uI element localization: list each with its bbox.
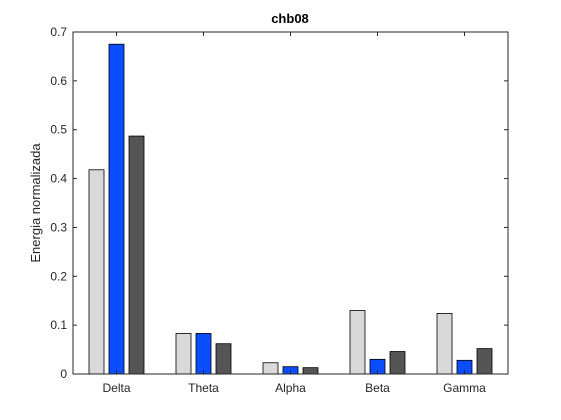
x-tick-label: Beta bbox=[365, 381, 390, 395]
x-tick-label: Theta bbox=[188, 381, 219, 395]
y-tick-label: 0.7 bbox=[50, 25, 67, 39]
bar-theta-series-2 bbox=[195, 333, 212, 375]
ticks-group: Delta Theta Alpha Beta Gamma 0 0.1 0.2 0.3 0.4 0.5… bbox=[50, 25, 508, 395]
x-tick-label: Alpha bbox=[275, 381, 306, 395]
y-tick-label: 0.4 bbox=[50, 172, 67, 186]
bar-beta-series-3 bbox=[389, 351, 406, 375]
x-tick-label: Gamma bbox=[443, 381, 486, 395]
y-tick-label: 0.6 bbox=[50, 74, 67, 88]
chart-title: chb08 bbox=[271, 11, 309, 26]
bar-alpha-series-1 bbox=[262, 362, 279, 375]
plot-border bbox=[72, 31, 509, 375]
bar-delta-series-2 bbox=[108, 43, 125, 375]
bar-gamma-series-3 bbox=[476, 348, 493, 375]
y-tick-label: 0.3 bbox=[50, 220, 67, 234]
y-tick-label: 0.1 bbox=[50, 318, 67, 332]
y-tick-label: 0.2 bbox=[50, 269, 67, 283]
bar-theta-series-1 bbox=[175, 333, 192, 375]
bar-gamma-series-1 bbox=[436, 313, 453, 375]
plot-area bbox=[73, 32, 508, 374]
bar-delta-series-1 bbox=[88, 169, 105, 375]
bar-beta-series-1 bbox=[349, 310, 366, 375]
y-tick-label: 0 bbox=[60, 367, 67, 381]
bar-theta-series-3 bbox=[215, 343, 232, 375]
bar-delta-series-3 bbox=[128, 135, 145, 375]
y-tick-label: 0.5 bbox=[50, 123, 67, 137]
y-axis-label: Energia normalizada bbox=[28, 143, 43, 263]
bar-alpha-series-3 bbox=[302, 367, 319, 375]
x-tick-label: Delta bbox=[102, 381, 130, 395]
